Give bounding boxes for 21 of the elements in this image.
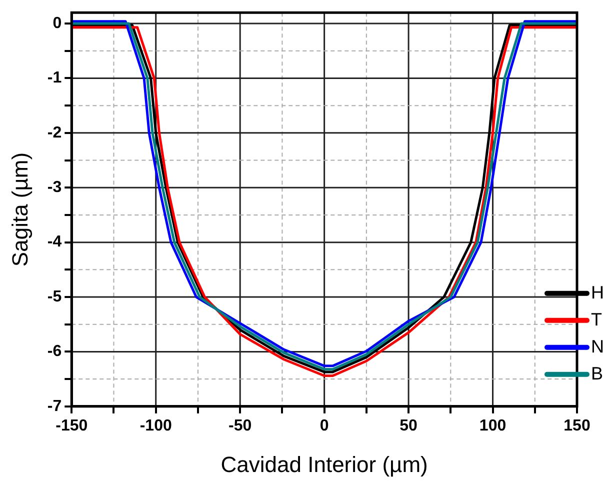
legend-label: H	[591, 282, 603, 302]
x-tick-label: -100	[140, 417, 172, 434]
x-tick-label: -150	[56, 417, 88, 434]
y-tick-label: -3	[47, 179, 62, 196]
x-tick-label: 50	[400, 417, 418, 434]
y-tick-label: -4	[47, 234, 62, 251]
y-tick-label: -5	[47, 288, 62, 306]
y-axis-title: Sagita (µm)	[7, 152, 32, 267]
y-tick-label: -7	[47, 398, 62, 415]
y-tick-label: -6	[47, 343, 62, 360]
legend-label: B	[591, 363, 603, 384]
y-tick-label: 0	[52, 14, 62, 32]
legend-label: T	[591, 309, 602, 330]
x-tick-label: 100	[479, 417, 506, 434]
x-axis-title: Cavidad Interior (µm)	[220, 452, 428, 477]
x-tick-label: 150	[564, 417, 590, 434]
x-tick-label: 0	[320, 417, 329, 434]
y-tick-label: -2	[47, 124, 62, 142]
x-tick-label: -50	[228, 417, 252, 434]
legend-label: N	[591, 336, 603, 356]
y-tick-label: -1	[47, 70, 62, 87]
